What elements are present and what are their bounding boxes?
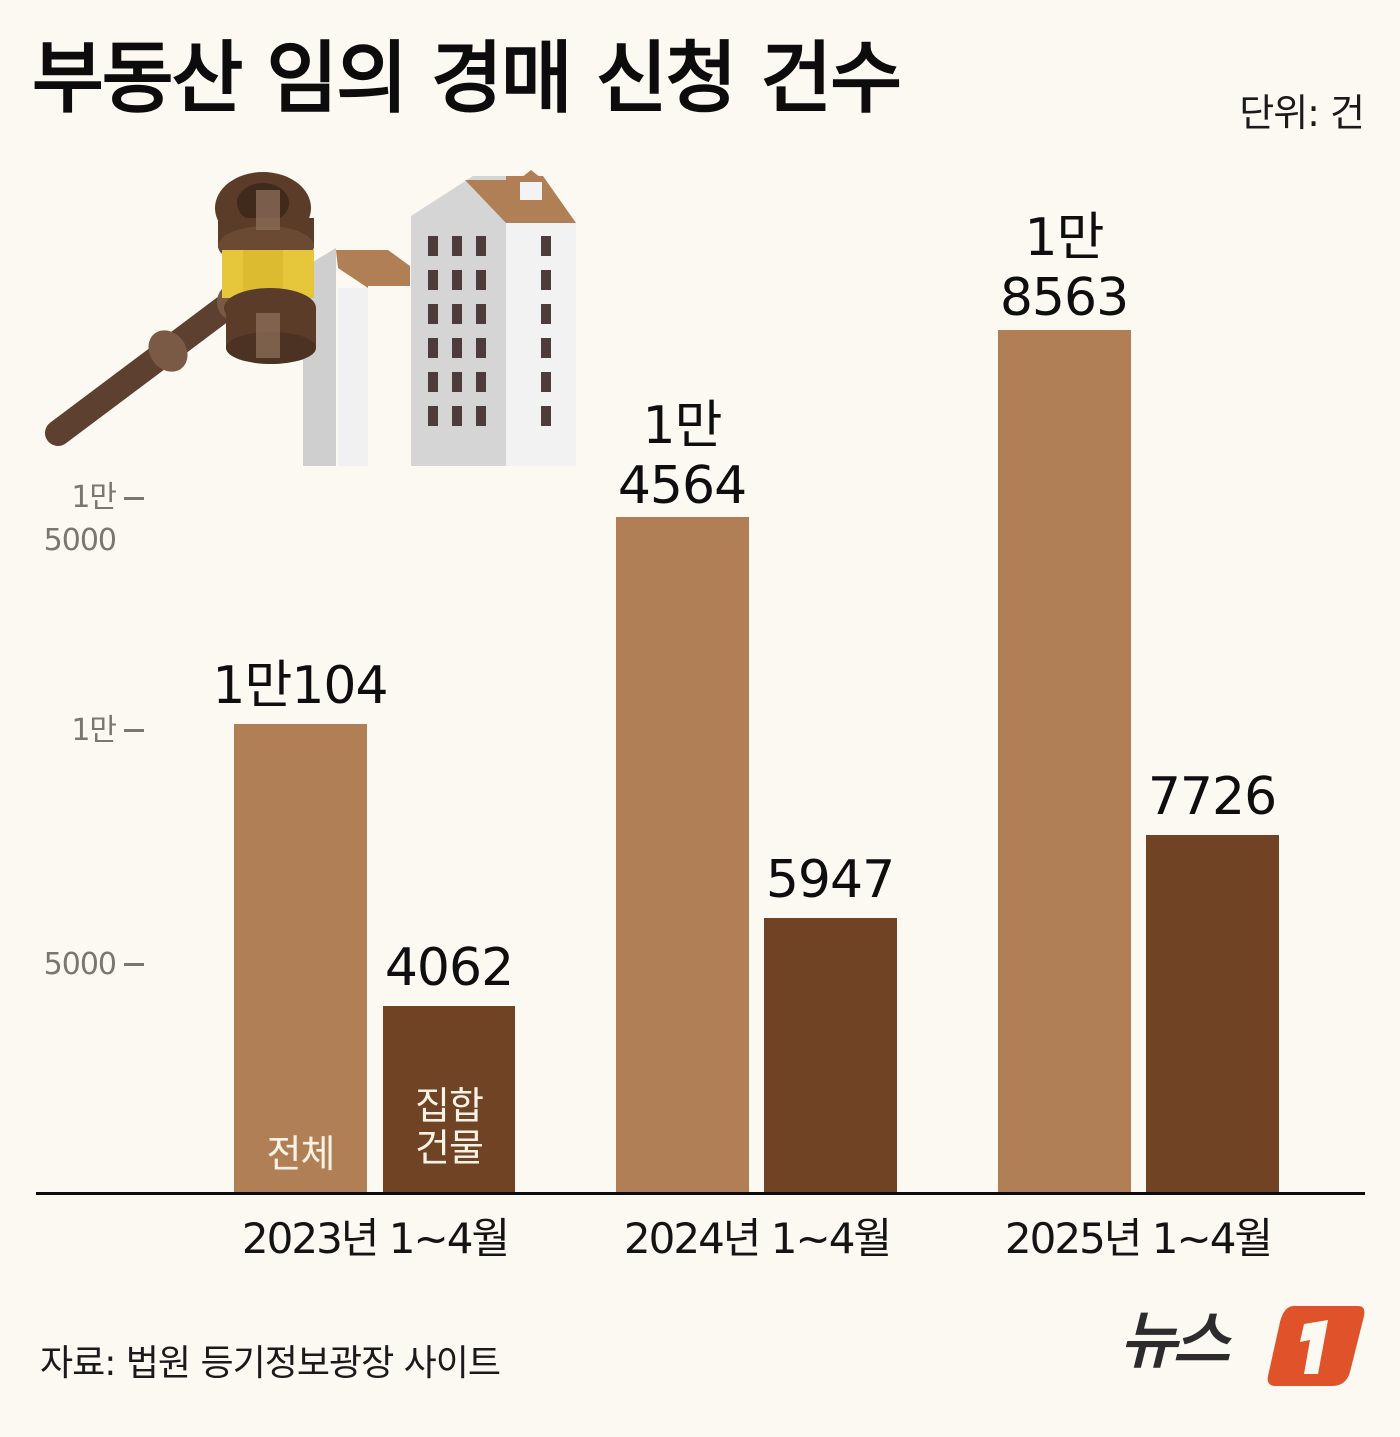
logo-text: 뉴스 (1120, 1304, 1230, 1377)
unit-label: 단위: 건 (1239, 91, 1365, 135)
ytick-label-10000: 1만 (71, 713, 117, 748)
bar-total-2025[interactable] (998, 330, 1131, 1193)
bar-group-building-2025[interactable] (1146, 835, 1279, 1193)
value-label-total-2025-line2: 8563 (999, 268, 1129, 328)
x-label-2023: 2023년 1~4월 (241, 1214, 510, 1263)
gavel-icon (45, 172, 316, 446)
x-label-2025: 2025년 1~4월 (1004, 1214, 1273, 1263)
value-label-group-2024: 5947 (765, 850, 895, 910)
ytick-mark-10000 (124, 729, 144, 732)
bar-total-2024[interactable] (616, 517, 749, 1193)
source-note: 자료: 법원 등기정보광장 사이트 (40, 1343, 501, 1384)
ytick-label-15000: 1만 (71, 480, 117, 515)
value-label-total-2024: 1만 4564 (582, 400, 782, 512)
legend-label-group-line1: 집합 (415, 1084, 484, 1128)
news1-logo: 뉴스 (1116, 1300, 1366, 1390)
bar-total-2023[interactable] (234, 724, 367, 1193)
logo-badge-icon (1267, 1306, 1365, 1386)
value-label-total-2024-line1: 1만 (642, 396, 723, 456)
ytick-label-15000-line2: 5000 (43, 523, 117, 558)
value-label-group-2023: 4062 (384, 938, 514, 998)
value-label-total-2023: 1만104 (212, 656, 388, 716)
ytick-label-5000: 5000 (43, 947, 117, 982)
page-title: 부동산 임의 경매 신청 건수 (32, 34, 902, 124)
legend-label-group-building: 집합 건물 (383, 1084, 515, 1170)
illustration (45, 170, 576, 466)
value-label-total-2025: 1만 8563 (964, 212, 1164, 324)
bar-group-building-2024[interactable] (764, 918, 897, 1193)
value-label-total-2024-line2: 4564 (617, 456, 747, 516)
ytick-mark-15000 (124, 497, 144, 500)
value-label-total-2025-line1: 1만 (1024, 208, 1105, 268)
legend-label-total: 전체 (266, 1132, 336, 1176)
ytick-mark-5000 (124, 963, 144, 966)
x-label-2024: 2024년 1~4월 (623, 1214, 892, 1263)
apartment-building-icon (303, 170, 576, 466)
value-label-group-2025: 7726 (1147, 767, 1277, 827)
bar-group-building-2023[interactable] (383, 1006, 515, 1193)
x-axis-baseline (36, 1192, 1365, 1195)
legend-label-group-line2: 건물 (415, 1125, 484, 1170)
